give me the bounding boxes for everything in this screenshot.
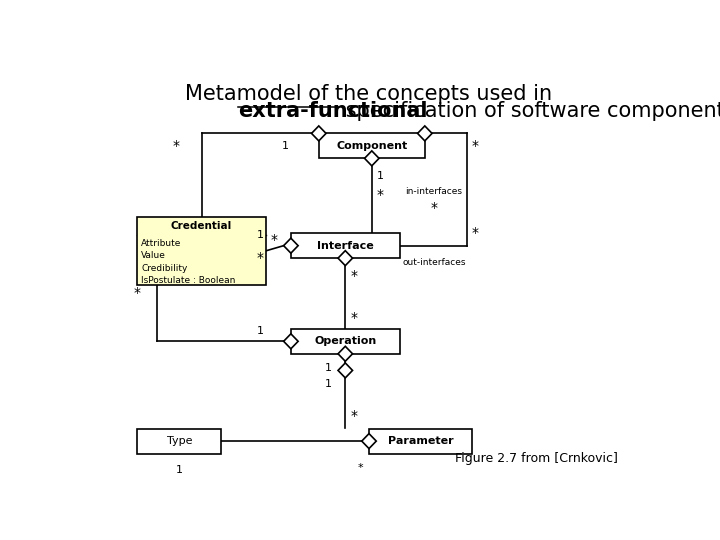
Text: 1: 1 — [377, 171, 384, 181]
Text: *: * — [472, 226, 479, 240]
Polygon shape — [284, 238, 298, 253]
Text: IsPostulate : Boolean: IsPostulate : Boolean — [141, 276, 235, 285]
FancyBboxPatch shape — [369, 429, 472, 454]
Text: Parameter: Parameter — [388, 436, 454, 446]
Polygon shape — [364, 151, 379, 166]
FancyBboxPatch shape — [138, 429, 221, 454]
Text: Value: Value — [141, 251, 166, 260]
Text: Credential: Credential — [171, 221, 233, 231]
Text: *: * — [350, 409, 357, 423]
FancyBboxPatch shape — [291, 233, 400, 258]
Text: *: * — [431, 201, 437, 215]
Text: 1: 1 — [282, 141, 289, 151]
Text: extra-functional: extra-functional — [238, 102, 428, 122]
Text: out-interfaces: out-interfaces — [402, 258, 466, 267]
Text: Attribute: Attribute — [141, 239, 181, 248]
Text: 1: 1 — [176, 465, 183, 475]
Text: Operation: Operation — [314, 336, 377, 346]
Polygon shape — [284, 334, 298, 349]
Text: *: * — [377, 188, 384, 202]
Text: *: * — [257, 251, 264, 265]
Text: *: * — [271, 233, 278, 247]
FancyBboxPatch shape — [319, 133, 425, 158]
Text: 1: 1 — [325, 362, 332, 373]
Text: Metamodel of the concepts used in: Metamodel of the concepts used in — [186, 84, 552, 104]
Polygon shape — [338, 251, 353, 266]
Text: *: * — [472, 139, 479, 153]
Text: Interface: Interface — [317, 241, 374, 251]
Text: *: * — [358, 463, 364, 473]
Text: *: * — [173, 139, 180, 153]
Polygon shape — [338, 346, 353, 361]
Text: 1: 1 — [325, 379, 332, 389]
Text: 1: 1 — [257, 230, 264, 240]
Polygon shape — [312, 126, 326, 141]
Text: *: * — [134, 287, 140, 300]
Text: 1: 1 — [257, 326, 264, 336]
FancyBboxPatch shape — [138, 217, 266, 285]
Text: specification of software components: specification of software components — [339, 102, 720, 122]
Text: *: * — [350, 269, 357, 283]
Text: in-interfaces: in-interfaces — [405, 187, 462, 196]
Polygon shape — [338, 363, 353, 378]
FancyBboxPatch shape — [291, 329, 400, 354]
Text: Figure 2.7 from [Crnkovic]: Figure 2.7 from [Crnkovic] — [455, 452, 618, 465]
Polygon shape — [418, 126, 432, 141]
Text: Component: Component — [336, 141, 408, 151]
Text: Credibility: Credibility — [141, 264, 188, 273]
Text: *: * — [350, 312, 357, 326]
Text: Type: Type — [166, 436, 192, 446]
Polygon shape — [361, 434, 377, 449]
